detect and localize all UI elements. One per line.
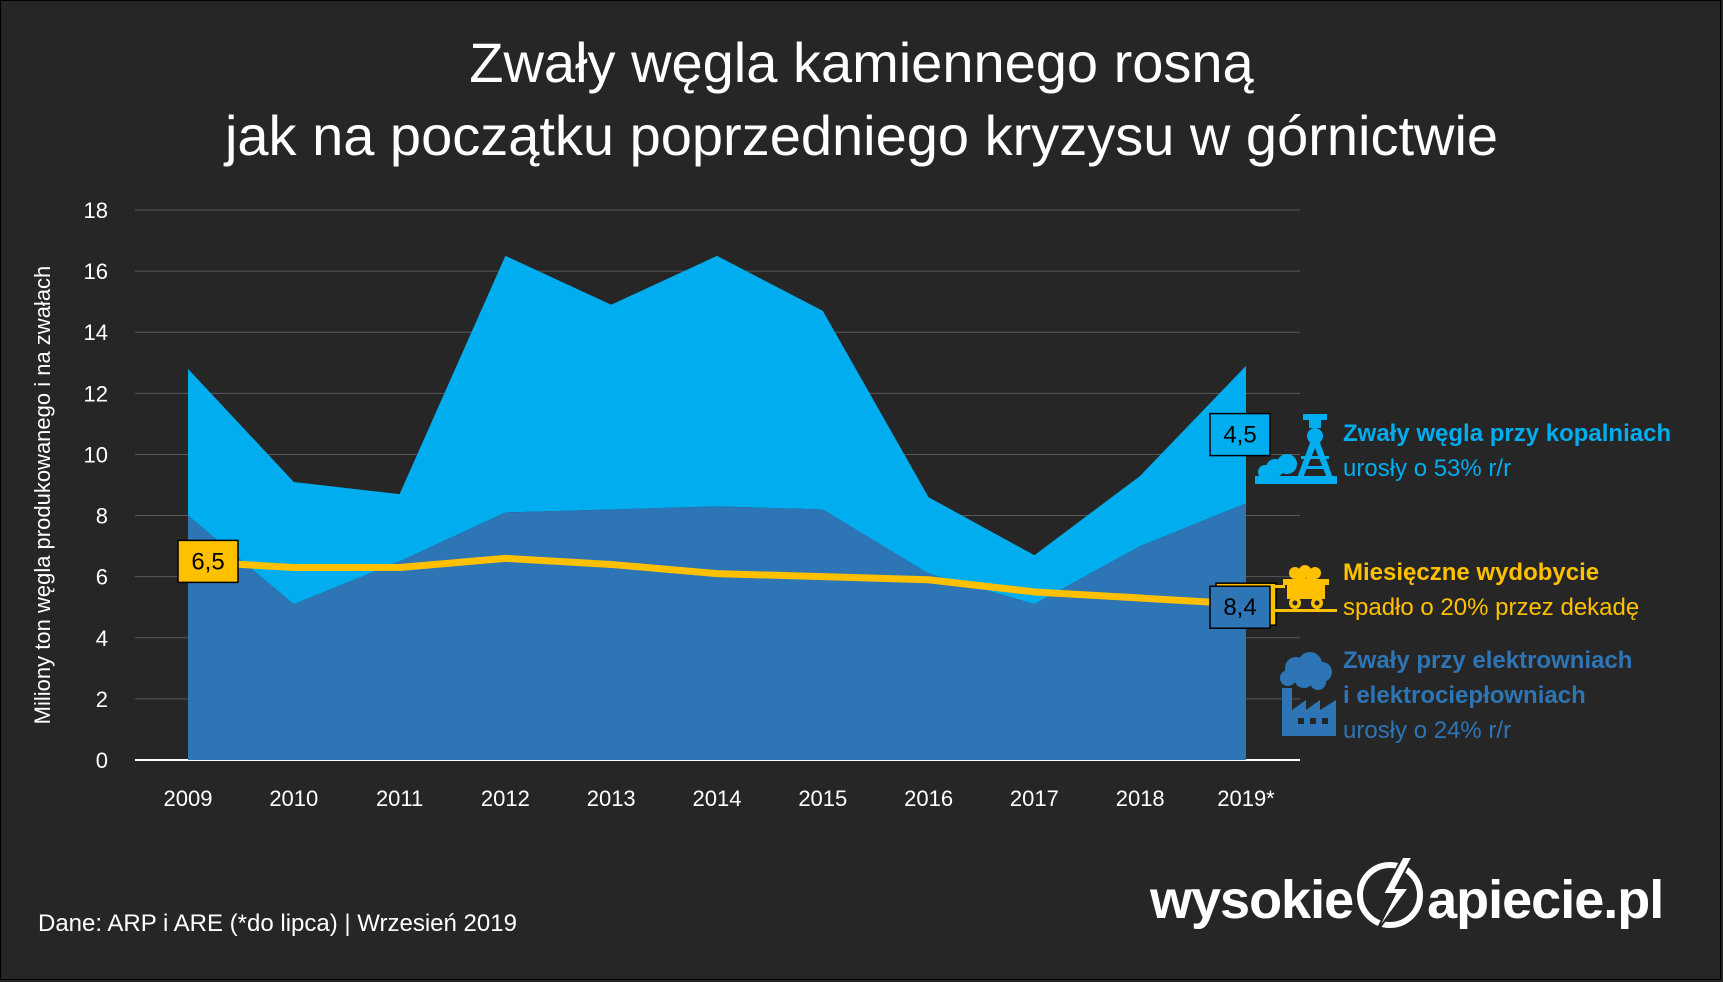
x-tick-label: 2015 <box>798 786 847 811</box>
legend-power-head: Zwały przy elektrowniach <box>1343 647 1633 674</box>
bolt-logo-icon <box>1357 858 1424 932</box>
mine-icon <box>1255 414 1337 484</box>
legend-production: Miesięczne wydobycie spadło o 20% przez … <box>1343 555 1639 625</box>
y-tick-label: 8 <box>96 504 108 529</box>
legend-mines-head: Zwały węgla przy kopalniach <box>1343 420 1672 447</box>
source-note: Dane: ARP i ARE (*do lipca) | Wrzesień 2… <box>38 910 517 937</box>
area-power <box>188 503 1246 760</box>
legend-production-sub: spadło o 20% przez dekadę <box>1343 594 1640 621</box>
x-tick-label: 2009 <box>164 786 213 811</box>
data-label-power: 8,4 <box>1223 594 1256 621</box>
brand-logo: wysokie apiecie.pl <box>1150 858 1664 932</box>
y-tick-label: 4 <box>96 626 108 651</box>
chart-title-line1: Zwały węgla kamiennego rosną <box>469 31 1254 94</box>
x-tick-label: 2012 <box>481 786 530 811</box>
legend-mines: Zwały węgla przy kopalniach urosły o 53%… <box>1343 416 1671 486</box>
data-label-mines-box <box>1209 412 1271 457</box>
legend-production-head: Miesięczne wydobycie <box>1343 559 1600 586</box>
y-tick-label: 10 <box>84 442 108 467</box>
x-tick-label: 2011 <box>376 786 423 811</box>
line-production <box>187 554 1247 608</box>
data-label-mines: 4,5 <box>1223 422 1256 449</box>
y-tick-label: 6 <box>96 565 108 590</box>
legend-power-sub: urosły o 24% r/r <box>1343 717 1512 744</box>
x-tick-label: 2010 <box>269 786 318 811</box>
y-tick-label: 16 <box>84 259 108 284</box>
legend-power: Zwały przy elektrowniach i elektrociepło… <box>1343 643 1632 748</box>
power-plant-icon <box>1280 652 1336 736</box>
y-tick-label: 12 <box>84 381 108 406</box>
brand-right: apiecie.pl <box>1427 870 1664 930</box>
brand-left: wysokie <box>1150 870 1354 930</box>
x-tick-label: 2018 <box>1116 786 1165 811</box>
legend-mines-sub: urosły o 53% r/r <box>1343 455 1512 482</box>
coal-cart-icon <box>1275 565 1337 612</box>
y-tick-label: 18 <box>84 198 108 223</box>
area-mines <box>188 255 1246 605</box>
data-label-production-start-box <box>177 539 239 584</box>
y-tick-label: 0 <box>96 748 108 773</box>
x-tick-label: 2019* <box>1217 786 1275 811</box>
y-tick-label: 2 <box>96 687 108 712</box>
data-label-power-box <box>1209 585 1271 629</box>
x-tick-label: 2017 <box>1010 786 1059 811</box>
legend-power-head2: i elektrociepłowniach <box>1343 682 1586 709</box>
data-label-production-start: 6,5 <box>191 548 224 575</box>
x-tick-label: 2013 <box>587 786 636 811</box>
x-tick-label: 2014 <box>693 786 742 811</box>
chart-title-line2: jak na początku poprzedniego kryzysu w g… <box>224 104 1499 167</box>
x-tick-label: 2016 <box>904 786 953 811</box>
y-tick-label: 14 <box>84 320 108 345</box>
